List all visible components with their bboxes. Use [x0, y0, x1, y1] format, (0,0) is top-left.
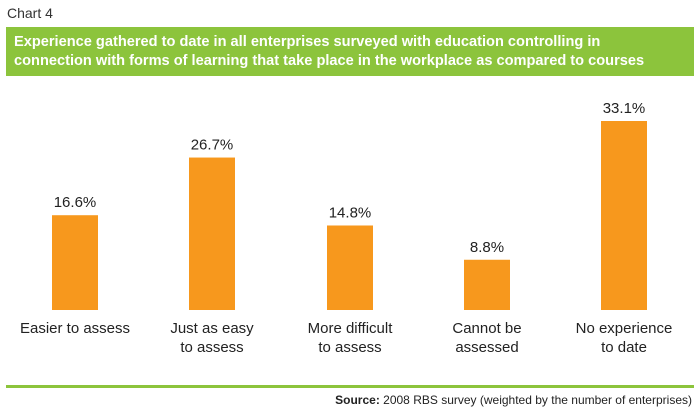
bar-5	[601, 121, 647, 310]
chart-title-line-2: connection with forms of learning that t…	[14, 53, 645, 69]
category-label-3: More difficult to assess	[308, 320, 394, 356]
chart-title-banner: Experience gathered to date in all enter…	[6, 27, 694, 76]
data-label-3: 14.8%	[329, 204, 372, 221]
bar-3	[327, 225, 373, 310]
bar-1	[52, 215, 98, 310]
category-label-4: Cannot be assessed	[452, 320, 521, 356]
data-label-4: 8.8%	[470, 239, 504, 256]
category-label-1: Easier to assess	[20, 320, 130, 337]
chart-number: Chart 4	[7, 5, 53, 21]
data-label-5: 33.1%	[603, 100, 646, 117]
category-label-2: Just as easy to assess	[170, 320, 254, 356]
data-label-2: 26.7%	[191, 137, 234, 154]
source-note: Source: 2008 RBS survey (weighted by the…	[335, 393, 692, 407]
bottom-divider	[6, 385, 694, 388]
data-label-1: 16.6%	[54, 194, 97, 211]
category-label-5: No experience to date	[576, 320, 673, 356]
bar-2	[189, 157, 235, 310]
chart-title-line-1: Experience gathered to date in all enter…	[14, 34, 601, 50]
source-text: 2008 RBS survey (weighted by the number …	[379, 393, 692, 407]
bar-4	[464, 259, 510, 310]
source-label: Source:	[335, 393, 380, 407]
